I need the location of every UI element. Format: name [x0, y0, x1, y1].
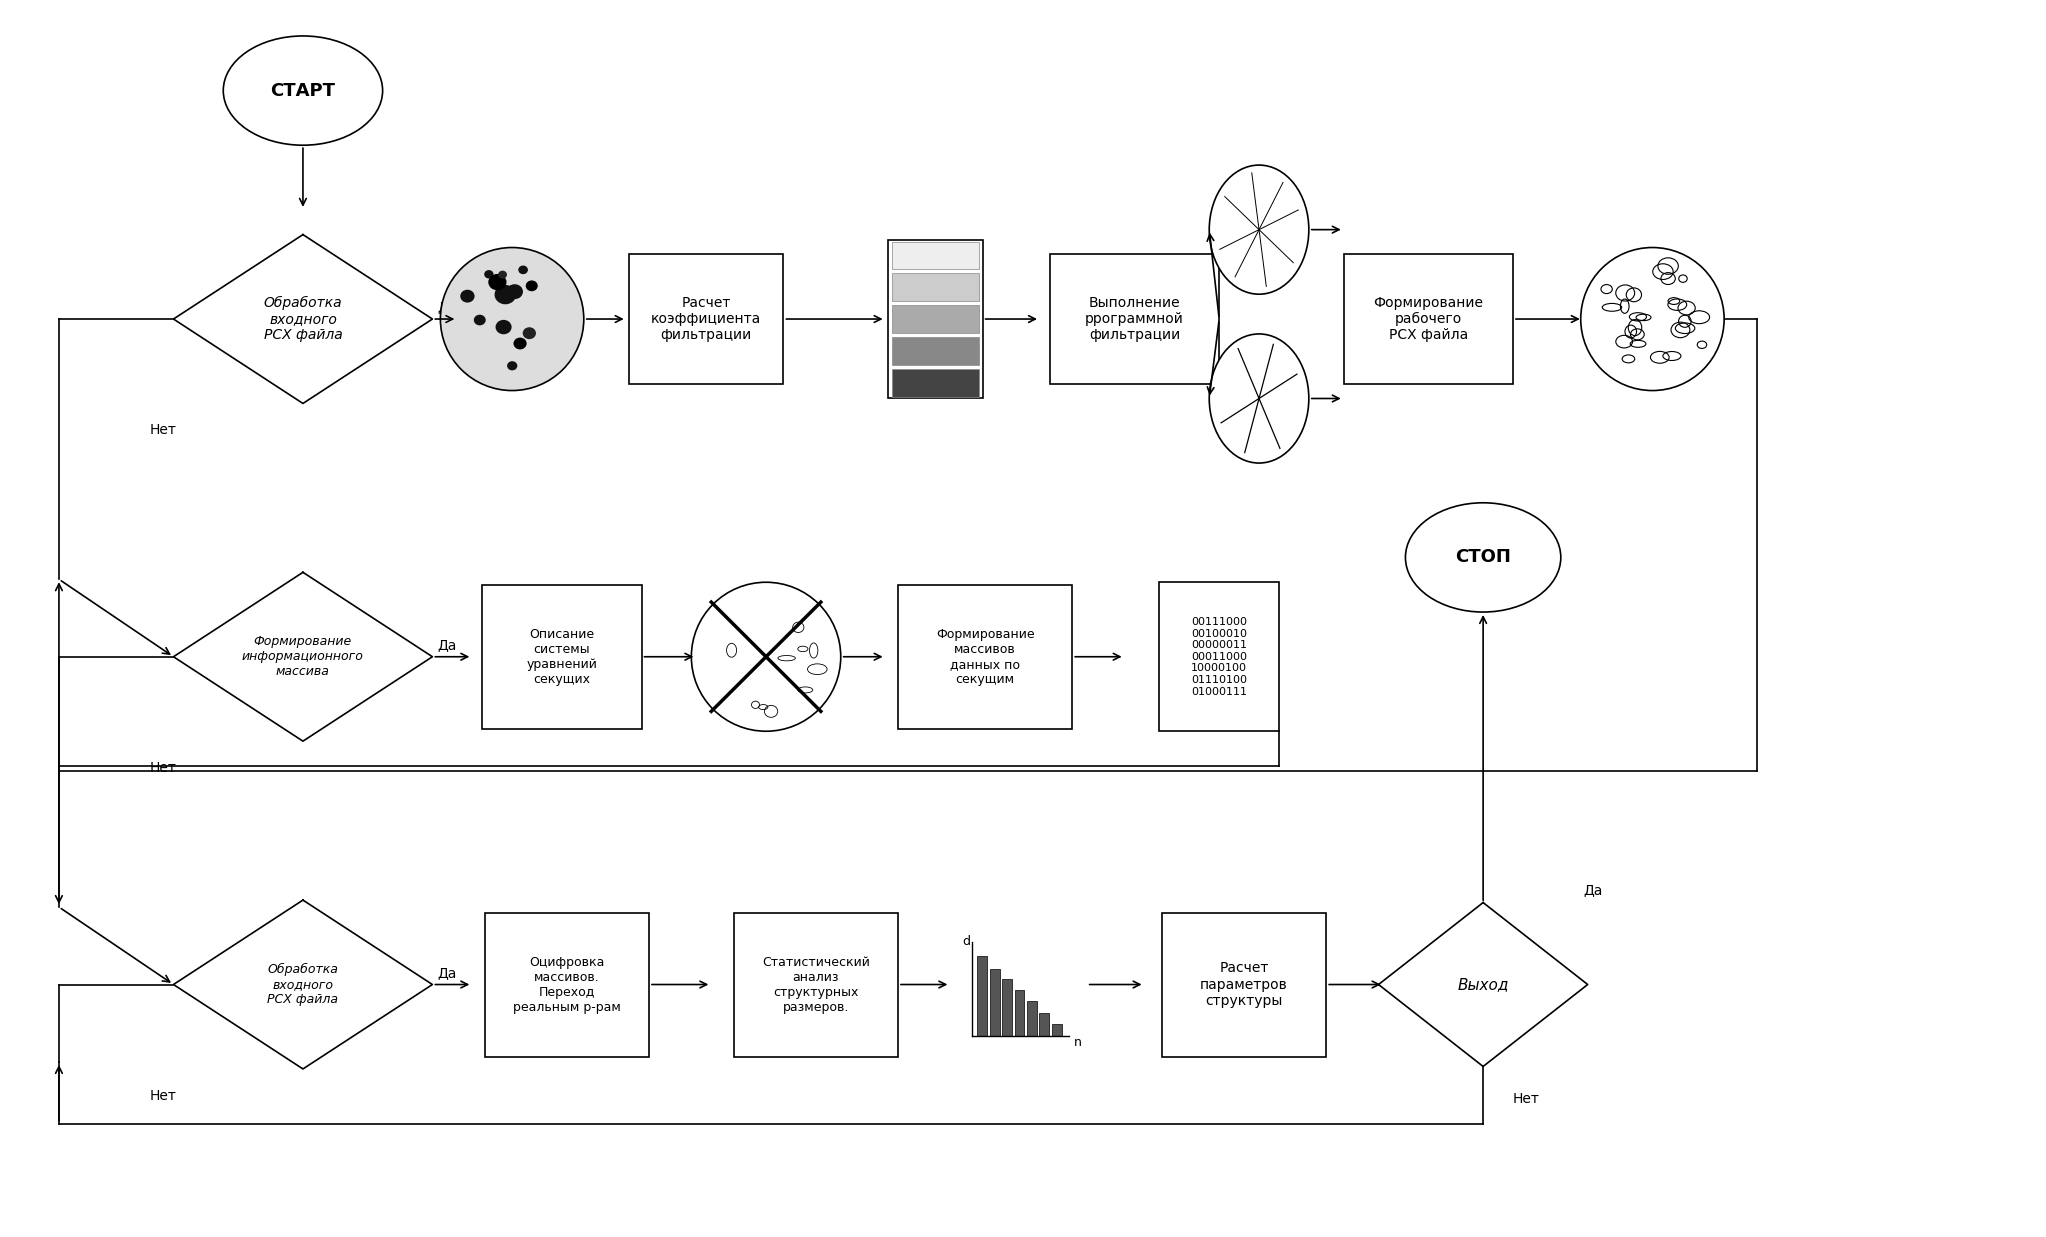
FancyBboxPatch shape [483, 585, 642, 729]
FancyBboxPatch shape [892, 241, 978, 270]
Text: Да: Да [1584, 883, 1602, 897]
FancyBboxPatch shape [485, 913, 649, 1056]
Ellipse shape [489, 273, 507, 291]
FancyBboxPatch shape [1162, 913, 1326, 1056]
Ellipse shape [440, 247, 583, 391]
Text: Расчет
коэффициента
фильтрации: Расчет коэффициента фильтрации [651, 296, 761, 343]
FancyBboxPatch shape [735, 913, 898, 1056]
FancyBboxPatch shape [628, 255, 784, 383]
Ellipse shape [1406, 502, 1561, 612]
Text: Выход: Выход [1457, 977, 1508, 992]
FancyBboxPatch shape [1039, 1013, 1050, 1037]
Ellipse shape [514, 338, 526, 349]
Text: Нет: Нет [149, 761, 176, 776]
Ellipse shape [223, 36, 383, 145]
Ellipse shape [692, 583, 841, 731]
FancyBboxPatch shape [1052, 1023, 1062, 1037]
Ellipse shape [485, 270, 493, 278]
Ellipse shape [460, 289, 475, 303]
Ellipse shape [497, 271, 507, 278]
Ellipse shape [518, 266, 528, 275]
Ellipse shape [495, 320, 512, 334]
Ellipse shape [507, 361, 518, 370]
Text: Нет: Нет [1512, 1092, 1541, 1106]
Ellipse shape [522, 328, 536, 339]
Text: Формирование
информационного
массива: Формирование информационного массива [241, 636, 364, 678]
FancyBboxPatch shape [1027, 1001, 1037, 1037]
Text: n: n [1074, 1037, 1082, 1049]
FancyBboxPatch shape [1160, 583, 1279, 731]
Text: Да: Да [438, 966, 456, 980]
FancyBboxPatch shape [1015, 990, 1025, 1037]
Ellipse shape [475, 314, 485, 325]
FancyBboxPatch shape [898, 585, 1072, 729]
Ellipse shape [505, 285, 524, 299]
FancyBboxPatch shape [892, 273, 978, 301]
Text: Нет: Нет [149, 423, 176, 438]
Text: Нет: Нет [149, 1089, 176, 1103]
Text: Статистический
анализ
структурных
размеров.: Статистический анализ структурных размер… [761, 955, 870, 1013]
FancyBboxPatch shape [1344, 255, 1512, 383]
Text: Оцифровка
массивов.
Переход
реальным р-рам: Оцифровка массивов. Переход реальным р-р… [514, 955, 620, 1013]
FancyBboxPatch shape [990, 969, 1000, 1037]
FancyBboxPatch shape [892, 336, 978, 365]
Ellipse shape [1209, 165, 1309, 294]
Text: Формирование
массивов
данных по
секущим: Формирование массивов данных по секущим [935, 627, 1035, 685]
FancyBboxPatch shape [892, 306, 978, 333]
Ellipse shape [1209, 334, 1309, 463]
Text: d: d [962, 935, 970, 948]
Text: Да: Да [438, 638, 456, 652]
Text: 00111000
00100010
00000011
00011000
10000100
01110100
01000111: 00111000 00100010 00000011 00011000 1000… [1191, 617, 1248, 696]
Text: Расчет
параметров
структуры: Расчет параметров структуры [1201, 961, 1289, 1008]
Text: Выполнение
pрограммной
фильтрации: Выполнение pрограммной фильтрации [1084, 296, 1185, 343]
FancyBboxPatch shape [1003, 978, 1013, 1037]
Ellipse shape [526, 281, 538, 291]
Ellipse shape [1582, 247, 1725, 391]
FancyBboxPatch shape [892, 369, 978, 397]
Text: Формирование
рабочего
РСХ файла: Формирование рабочего РСХ файла [1373, 296, 1483, 343]
Text: СТАРТ: СТАРТ [270, 82, 336, 100]
FancyBboxPatch shape [1050, 255, 1219, 383]
Text: Обработка
входного
РСХ файла: Обработка входного РСХ файла [268, 962, 338, 1006]
Text: Обработка
входного
РСХ файла: Обработка входного РСХ файла [264, 296, 342, 343]
Text: СТОП: СТОП [1455, 548, 1512, 567]
Text: Да: Да [438, 301, 456, 314]
FancyBboxPatch shape [888, 240, 982, 398]
Text: Описание
системы
уравнений
секущих: Описание системы уравнений секущих [526, 627, 597, 685]
Ellipse shape [495, 285, 516, 304]
FancyBboxPatch shape [978, 956, 986, 1037]
